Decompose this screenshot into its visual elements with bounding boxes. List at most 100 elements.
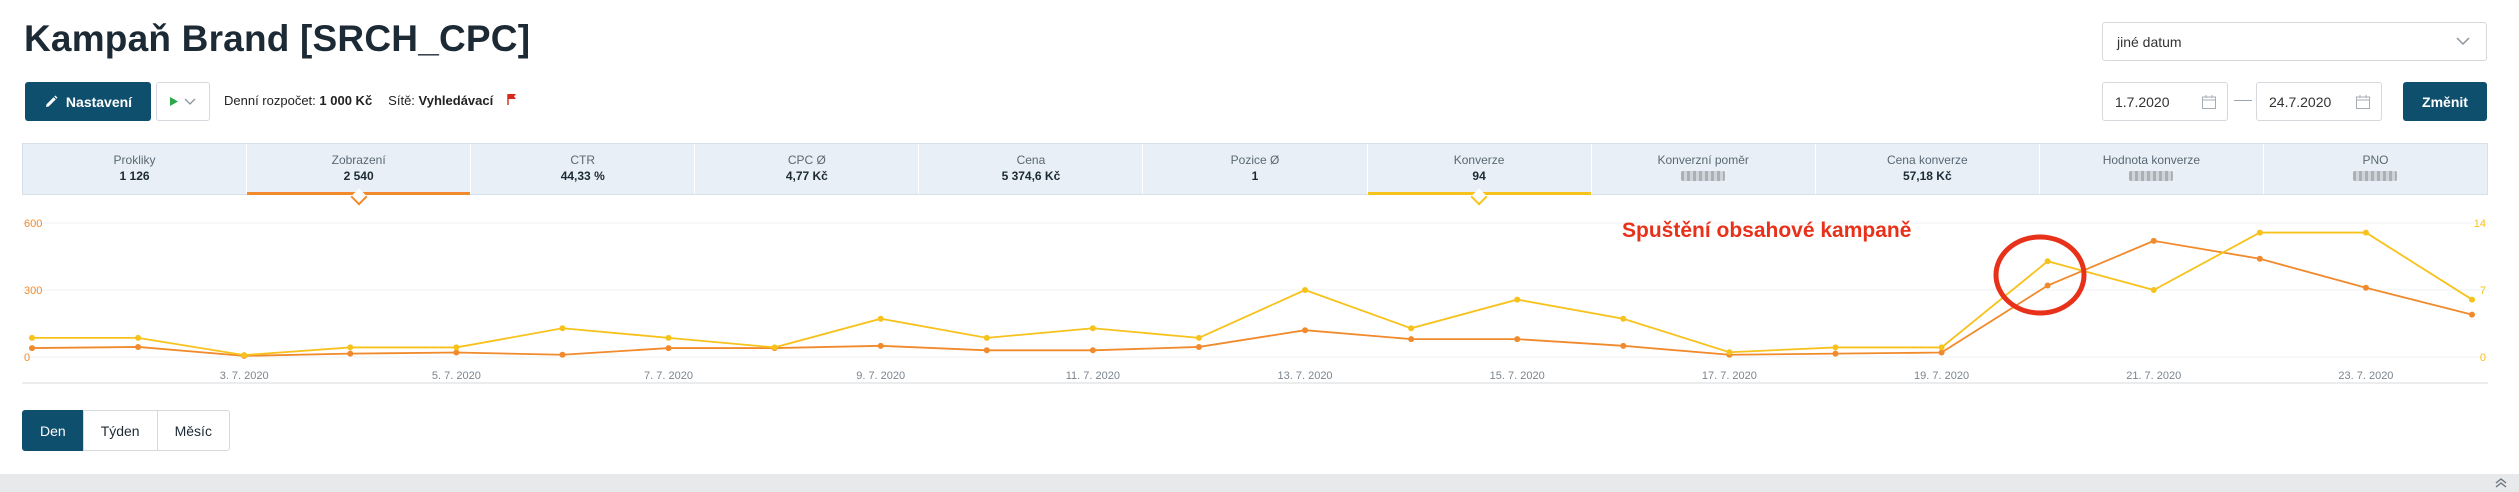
data-point[interactable] — [559, 325, 566, 332]
metric-tab[interactable]: Konverzní poměr — [1592, 144, 1816, 194]
blurred-value — [2129, 171, 2174, 181]
data-point[interactable] — [453, 349, 460, 356]
metric-tab[interactable]: CPC Ø 4,77 Kč — [695, 144, 920, 194]
data-point[interactable] — [665, 334, 672, 341]
x-tick-label: 23. 7. 2020 — [2338, 370, 2393, 382]
data-point[interactable] — [771, 344, 778, 351]
data-point[interactable] — [29, 334, 35, 341]
data-point[interactable] — [453, 344, 460, 351]
metric-value: 94 — [1472, 169, 1486, 183]
data-point[interactable] — [1302, 327, 1309, 334]
change-date-button[interactable]: Změnit — [2403, 82, 2487, 121]
period-button-week[interactable]: Týden — [82, 410, 158, 451]
period-button-month[interactable]: Měsíc — [156, 410, 230, 451]
data-point[interactable] — [1195, 334, 1202, 341]
data-point[interactable] — [1832, 350, 1839, 357]
data-point[interactable] — [1938, 349, 1945, 356]
data-point[interactable] — [347, 350, 354, 357]
x-tick-label: 13. 7. 2020 — [1278, 370, 1333, 382]
data-point[interactable] — [2362, 284, 2369, 291]
data-point[interactable] — [1514, 336, 1521, 343]
metric-tab[interactable]: Cena 5 374,6 Kč — [919, 144, 1144, 194]
data-point[interactable] — [1832, 344, 1839, 351]
data-point[interactable] — [135, 334, 142, 341]
metric-tab[interactable]: Cena konverze 57,18 Kč — [1816, 144, 2040, 194]
data-point[interactable] — [347, 344, 354, 351]
data-point[interactable] — [983, 334, 990, 341]
period-button-day[interactable]: Den — [22, 410, 84, 451]
annotation-circle — [1993, 234, 2087, 316]
data-point[interactable] — [2150, 287, 2157, 293]
metric-label: Zobrazení — [331, 153, 386, 167]
metric-label: Konverze — [1453, 153, 1505, 167]
data-point[interactable] — [241, 352, 248, 359]
chevron-down-icon — [184, 98, 196, 105]
data-point[interactable] — [983, 347, 990, 354]
data-point[interactable] — [877, 342, 884, 349]
metric-tab[interactable]: Hodnota konverze — [2040, 144, 2264, 194]
metric-tab[interactable]: Pozice Ø 1 — [1143, 144, 1368, 194]
data-point[interactable] — [1620, 342, 1627, 349]
data-point[interactable] — [2256, 229, 2263, 236]
y-right-tick-label: 7 — [2480, 285, 2486, 297]
x-tick-label: 5. 7. 2020 — [432, 370, 481, 382]
data-point[interactable] — [29, 345, 35, 352]
date-to-input[interactable]: 24.7.2020 — [2256, 82, 2382, 121]
data-point[interactable] — [2044, 282, 2051, 289]
data-point[interactable] — [877, 315, 884, 322]
data-point[interactable] — [1726, 349, 1733, 356]
data-point[interactable] — [1620, 315, 1627, 322]
data-point[interactable] — [1938, 344, 1945, 351]
period-toggle: Den Týden Měsíc — [22, 410, 230, 451]
metric-value: 44,33 % — [560, 169, 605, 183]
data-point[interactable] — [1408, 325, 1415, 332]
data-point[interactable] — [559, 351, 566, 358]
date-from-input[interactable]: 1.7.2020 — [2102, 82, 2228, 121]
x-tick-label: 15. 7. 2020 — [1490, 370, 1545, 382]
data-point[interactable] — [2362, 229, 2369, 236]
metric-tab[interactable]: PNO — [2264, 144, 2487, 194]
networks: Sítě: Vyhledávací — [388, 93, 517, 108]
data-point[interactable] — [1089, 347, 1096, 354]
metric-label: Cena konverze — [1886, 153, 1968, 167]
settings-button[interactable]: Nastavení — [25, 82, 151, 121]
double-chevron-up-icon[interactable] — [2493, 476, 2509, 490]
calendar-icon — [2202, 95, 2216, 109]
x-tick-label: 19. 7. 2020 — [1914, 370, 1969, 382]
data-point[interactable] — [1302, 287, 1309, 293]
data-point[interactable] — [2256, 255, 2263, 262]
metric-tab[interactable]: CTR 44,33 % — [471, 144, 696, 194]
data-point[interactable] — [135, 343, 142, 350]
chevron-down-icon — [2456, 37, 2470, 46]
metrics-bar: Prokliky 1 126 Zobrazení 2 540 CTR 44,33 % CPC… — [22, 143, 2488, 206]
data-point[interactable] — [665, 345, 672, 352]
metric-value: 1 — [1251, 169, 1259, 183]
x-tick-label: 21. 7. 2020 — [2126, 370, 2181, 382]
data-point[interactable] — [1089, 325, 1096, 332]
data-point[interactable] — [2044, 258, 2051, 265]
data-point[interactable] — [1408, 336, 1415, 343]
metric-value: 1 126 — [119, 169, 150, 183]
metric-tab[interactable]: Zobrazení 2 540 — [247, 144, 472, 206]
data-point[interactable] — [1514, 296, 1521, 303]
data-point[interactable] — [2469, 311, 2475, 318]
metric-value: 5 374,6 Kč — [1001, 169, 1061, 183]
status-dropdown[interactable] — [156, 82, 210, 121]
settings-label: Nastavení — [65, 93, 133, 110]
blurred-value — [2353, 171, 2398, 181]
date-preset-select[interactable]: jiné datum — [2102, 22, 2487, 61]
chart-annotation: Spuštění obsahové kampaně — [1622, 219, 1911, 242]
y-left-tick-label: 0 — [24, 352, 30, 364]
data-point[interactable] — [1195, 343, 1202, 350]
metric-tab[interactable]: Konverze 94 — [1367, 144, 1592, 206]
metric-label: CPC Ø — [787, 153, 826, 167]
series-line-impressions — [31, 239, 2473, 357]
blurred-value — [1681, 171, 1726, 181]
date-preset-value: jiné datum — [2117, 34, 2182, 50]
metric-tab[interactable]: Prokliky 1 126 — [23, 144, 248, 194]
data-point[interactable] — [2469, 296, 2475, 303]
y-right-tick-label: 0 — [2480, 352, 2486, 364]
data-point[interactable] — [2150, 237, 2157, 244]
metric-value: 4,77 Kč — [785, 169, 828, 183]
